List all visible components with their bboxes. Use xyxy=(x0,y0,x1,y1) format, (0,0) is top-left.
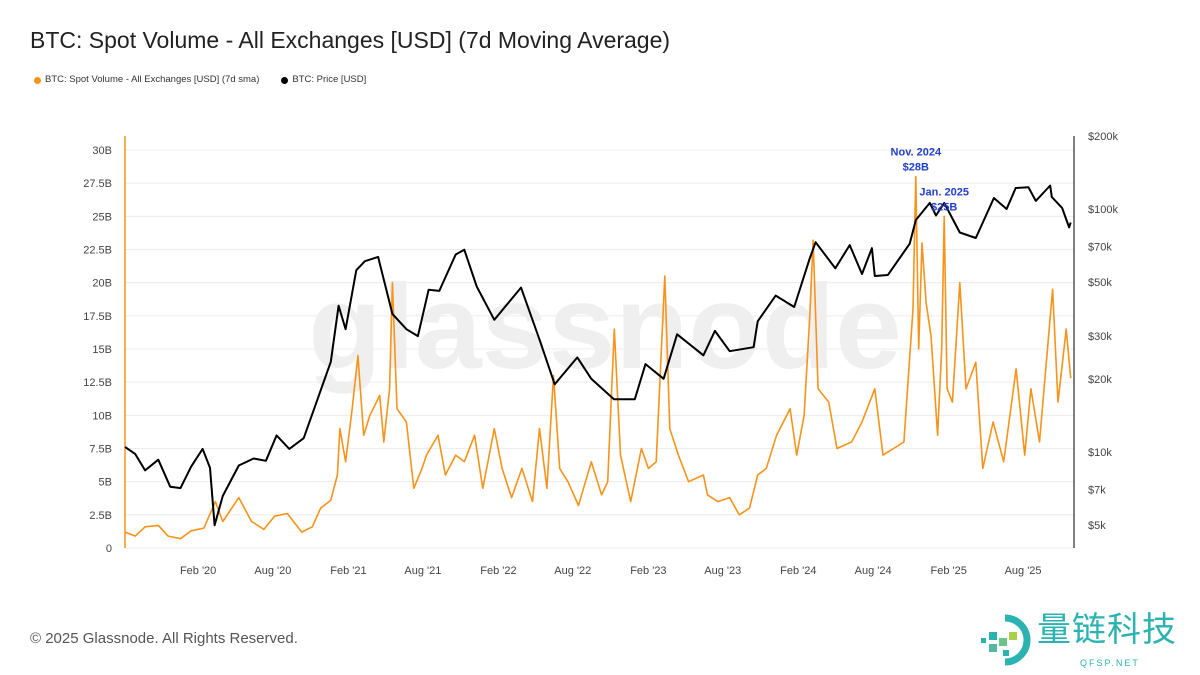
y-left-tick-label: 12.5B xyxy=(83,377,112,389)
y-left-tick-label: 20B xyxy=(92,278,112,290)
legend-label-volume: BTC: Spot Volume - All Exchanges [USD] (… xyxy=(45,74,260,85)
annotation-label: Jan. 2025 xyxy=(919,186,969,198)
legend-dot-price xyxy=(281,76,289,84)
x-tick-label: Aug '22 xyxy=(554,565,591,577)
y-left-tick-label: 5B xyxy=(99,477,112,489)
y-left-tick-label: 22.5B xyxy=(83,245,112,257)
annotation-label: $25B xyxy=(931,201,957,213)
y-right-tick-label: $100k xyxy=(1088,204,1118,216)
x-tick-label: Feb '22 xyxy=(480,565,516,577)
y-left-tick-label: 27.5B xyxy=(83,178,112,190)
x-tick-label: Feb '25 xyxy=(931,565,967,577)
y-left-tick-label: 15B xyxy=(92,344,112,356)
logo-mark-icon xyxy=(981,614,1031,666)
x-tick-label: Aug '24 xyxy=(855,565,892,577)
x-tick-label: Feb '23 xyxy=(630,565,666,577)
copyright: © 2025 Glassnode. All Rights Reserved. xyxy=(30,630,298,647)
annotation-label: $28B xyxy=(903,162,929,174)
x-tick-label: Feb '20 xyxy=(180,565,216,577)
y-right-tick-label: $7k xyxy=(1088,485,1106,497)
watermark: glassnode xyxy=(308,260,902,394)
y-right-tick-label: $5k xyxy=(1088,520,1106,532)
y-left-tick-label: 25B xyxy=(92,211,112,223)
y-left-tick-label: 30B xyxy=(92,145,112,157)
x-tick-label: Aug '20 xyxy=(254,565,291,577)
chart-title: BTC: Spot Volume - All Exchanges [USD] (… xyxy=(30,27,671,53)
legend-label-price: BTC: Price [USD] xyxy=(292,74,367,85)
y-left-tick-label: 0 xyxy=(106,543,112,555)
y-right-tick-label: $30k xyxy=(1088,331,1112,343)
volume-line xyxy=(124,175,1072,540)
y-left-tick-label: 2.5B xyxy=(89,510,112,522)
y-right-tick-label: $20k xyxy=(1088,374,1112,386)
legend: BTC: Spot Volume - All Exchanges [USD] (… xyxy=(34,74,366,86)
logo: 量链科技 QFSP.NET xyxy=(975,610,1200,675)
y-left-tick-label: 17.5B xyxy=(83,311,112,323)
x-tick-label: Aug '23 xyxy=(704,565,741,577)
y-right-tick-label: $50k xyxy=(1088,277,1112,289)
legend-item-price[interactable]: BTC: Price [USD] xyxy=(281,74,366,86)
y-left-tick-label: 7.5B xyxy=(89,444,112,456)
x-tick-label: Feb '21 xyxy=(330,565,366,577)
legend-dot-volume xyxy=(34,76,41,84)
y-left-tick-label: 10B xyxy=(92,410,112,422)
y-right-tick-label: $200k xyxy=(1088,131,1118,143)
logo-text: 量链科技 xyxy=(1037,610,1177,650)
y-right-tick-label: $10k xyxy=(1088,447,1112,459)
y-right-tick-label: $70k xyxy=(1088,242,1112,254)
annotation-label: Nov. 2024 xyxy=(891,147,942,159)
x-tick-label: Aug '21 xyxy=(404,565,441,577)
legend-item-volume[interactable]: BTC: Spot Volume - All Exchanges [USD] (… xyxy=(34,74,259,86)
x-tick-label: Aug '25 xyxy=(1005,565,1042,577)
logo-site: QFSP.NET xyxy=(1080,658,1140,668)
price-line xyxy=(124,184,1072,527)
x-tick-label: Feb '24 xyxy=(780,565,816,577)
